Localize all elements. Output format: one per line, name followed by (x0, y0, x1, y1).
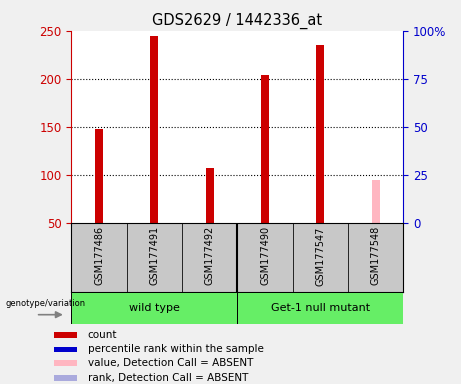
Bar (237, 223, 293, 292)
Text: wild type: wild type (129, 303, 180, 313)
Title: GDS2629 / 1442336_at: GDS2629 / 1442336_at (152, 13, 323, 29)
Text: rank, Detection Call = ABSENT: rank, Detection Call = ABSENT (88, 373, 248, 383)
Bar (71, 223, 127, 292)
Bar (293, 223, 348, 292)
Bar (54, 346, 77, 353)
Text: Get-1 null mutant: Get-1 null mutant (271, 303, 370, 313)
Text: GSM177547: GSM177547 (315, 226, 325, 286)
Text: percentile rank within the sample: percentile rank within the sample (88, 344, 264, 354)
Bar (127, 223, 182, 292)
Bar (206, 168, 214, 223)
Bar (71, 292, 237, 324)
Bar (54, 360, 77, 366)
Bar (316, 45, 325, 223)
Text: GSM177548: GSM177548 (371, 226, 381, 285)
Bar (348, 223, 403, 292)
Bar (54, 375, 77, 381)
Bar (95, 129, 103, 223)
Text: GSM177486: GSM177486 (94, 226, 104, 285)
Bar (237, 292, 403, 324)
Text: count: count (88, 330, 117, 340)
Text: genotype/variation: genotype/variation (6, 299, 86, 308)
Text: value, Detection Call = ABSENT: value, Detection Call = ABSENT (88, 358, 253, 368)
Bar (261, 75, 269, 223)
Bar (54, 332, 77, 338)
Text: GSM177490: GSM177490 (260, 226, 270, 285)
Bar (182, 223, 237, 292)
Text: GSM177491: GSM177491 (149, 226, 160, 285)
Bar (372, 180, 380, 223)
Text: GSM177492: GSM177492 (205, 226, 215, 285)
Bar (150, 36, 159, 223)
